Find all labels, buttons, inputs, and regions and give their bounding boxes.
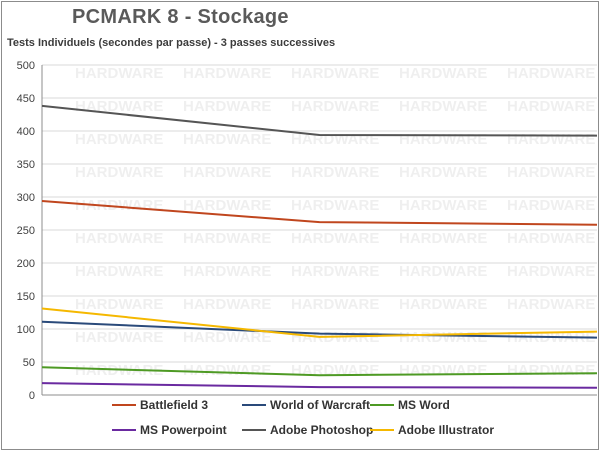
watermark-5: HARDWARE <box>75 98 163 115</box>
y-tick-label-9: 450 <box>17 93 35 105</box>
watermark-11: HARDWARE <box>183 131 271 148</box>
watermark-19: HARDWARE <box>507 164 595 181</box>
chart-subtitle: Tests Individuels (secondes par passe) -… <box>7 37 336 49</box>
y-tick-label-7: 350 <box>17 159 35 171</box>
series-line-battlefield-3 <box>41 200 598 226</box>
watermark-8: HARDWARE <box>399 98 487 115</box>
watermark-6: HARDWARE <box>183 98 271 115</box>
y-tick-label-2: 100 <box>17 324 35 336</box>
watermark-25: HARDWARE <box>75 230 163 247</box>
watermark-4: HARDWARE <box>507 65 595 82</box>
watermark-36: HARDWARE <box>183 296 271 313</box>
legend: Battlefield 3 World of Warcraft MS Word MS … <box>112 398 494 437</box>
watermark-40: HARDWARE <box>75 329 163 346</box>
legend-label-ms-powerpoint: MS Powerpoint <box>140 423 227 437</box>
watermark-29: HARDWARE <box>507 230 595 247</box>
watermark-39: HARDWARE <box>507 296 595 313</box>
watermark-7: HARDWARE <box>291 98 379 115</box>
y-tick-label-10: 500 <box>17 60 35 72</box>
watermark-32: HARDWARE <box>291 263 379 280</box>
watermark-47: HARDWARE <box>291 362 379 379</box>
watermark-23: HARDWARE <box>399 197 487 214</box>
watermark-45: HARDWARE <box>75 362 163 379</box>
legend-label-adobe-photoshop: Adobe Photoshop <box>270 423 373 437</box>
watermark-26: HARDWARE <box>183 230 271 247</box>
watermark-13: HARDWARE <box>399 131 487 148</box>
legend-label-adobe-illustrator: Adobe Illustrator <box>398 423 494 437</box>
series-line-world-of-warcraft <box>41 320 598 339</box>
watermark-49: HARDWARE <box>507 362 595 379</box>
legend-label-battlefield-3: Battlefield 3 <box>140 398 208 412</box>
watermark-43: HARDWARE <box>399 329 487 346</box>
y-tick-label-6: 300 <box>17 192 35 204</box>
watermark-38: HARDWARE <box>399 296 487 313</box>
watermark-16: HARDWARE <box>183 164 271 181</box>
y-tick-label-1: 50 <box>23 357 35 369</box>
grid-lines <box>42 64 597 363</box>
watermark-21: HARDWARE <box>183 197 271 214</box>
watermark-14: HARDWARE <box>507 131 595 148</box>
watermark-28: HARDWARE <box>399 230 487 247</box>
watermark-31: HARDWARE <box>183 263 271 280</box>
y-tick-label-0: 0 <box>29 390 35 402</box>
y-tick-label-3: 150 <box>17 291 35 303</box>
watermark-17: HARDWARE <box>291 164 379 181</box>
y-tick-label-5: 250 <box>17 225 35 237</box>
chart-title: PCMARK 8 - Stockage <box>72 6 289 28</box>
legend-label-world-of-warcraft: World of Warcraft <box>270 398 370 412</box>
watermark-27: HARDWARE <box>291 230 379 247</box>
watermark-37: HARDWARE <box>291 296 379 313</box>
watermark-20: HARDWARE <box>75 197 163 214</box>
watermark-46: HARDWARE <box>183 362 271 379</box>
watermark-18: HARDWARE <box>399 164 487 181</box>
watermark-34: HARDWARE <box>507 263 595 280</box>
series-line-ms-word <box>41 366 598 377</box>
series-line-ms-powerpoint <box>41 382 598 389</box>
watermark-41: HARDWARE <box>183 329 271 346</box>
legend-label-ms-word: MS Word <box>398 398 450 412</box>
series-line-adobe-photoshop <box>41 104 598 137</box>
watermark-9: HARDWARE <box>507 98 595 115</box>
series-lines <box>41 104 598 389</box>
watermark-30: HARDWARE <box>75 263 163 280</box>
axes: 0 50 100 150 200 250 300 350 400 450 500 <box>17 60 597 402</box>
watermark-33: HARDWARE <box>399 263 487 280</box>
watermark-22: HARDWARE <box>291 197 379 214</box>
y-tick-label-8: 400 <box>17 126 35 138</box>
watermark-3: HARDWARE <box>399 65 487 82</box>
watermark-35: HARDWARE <box>75 296 163 313</box>
watermark-48: HARDWARE <box>399 362 487 379</box>
watermark-layer: HARDWARE HARDWARE HARDWARE HARDWARE HARDWARE… <box>75 65 595 379</box>
watermark-15: HARDWARE <box>75 164 163 181</box>
y-tick-label-4: 200 <box>17 258 35 270</box>
watermark-0: HARDWARE <box>75 65 163 82</box>
watermark-1: HARDWARE <box>183 65 271 82</box>
series-line-adobe-illustrator <box>41 307 598 338</box>
watermark-2: HARDWARE <box>291 65 379 82</box>
watermark-10: HARDWARE <box>75 131 163 148</box>
watermark-24: HARDWARE <box>507 197 595 214</box>
